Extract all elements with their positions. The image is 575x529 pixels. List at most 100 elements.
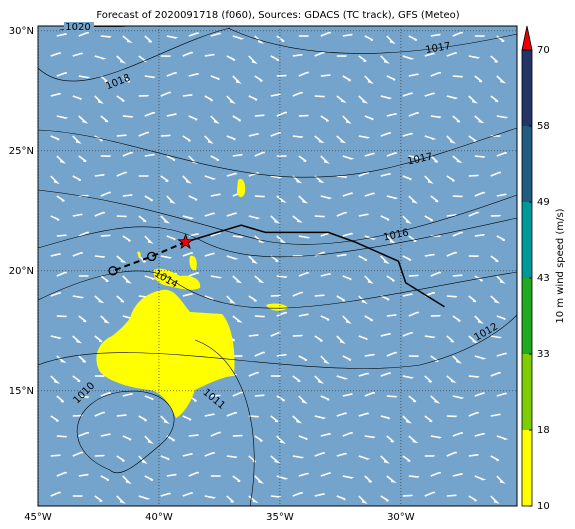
wind-barb xyxy=(160,492,171,497)
wind-barb xyxy=(166,71,177,77)
wind-barb xyxy=(72,375,81,383)
wind-barb xyxy=(342,355,352,361)
wind-barb xyxy=(226,95,236,104)
wind-barb xyxy=(138,175,149,177)
wind-barb xyxy=(226,255,239,260)
wind-barb xyxy=(336,55,347,57)
wind-barb xyxy=(424,52,435,57)
wind-barb xyxy=(342,315,352,324)
wind-barb xyxy=(248,255,258,264)
wind-barb xyxy=(122,392,133,397)
wind-barb xyxy=(72,451,83,457)
wind-barb xyxy=(320,355,330,365)
wind-barb xyxy=(270,55,280,61)
wind-barb xyxy=(78,355,87,363)
wind-barb xyxy=(496,435,509,440)
wind-barb xyxy=(446,295,458,298)
wind-barb xyxy=(116,455,125,462)
wind-barb xyxy=(474,275,483,282)
wind-barb xyxy=(408,195,418,204)
wind-barb xyxy=(358,135,371,139)
wind-barb xyxy=(210,32,221,37)
wind-barb xyxy=(446,494,457,497)
wind-barb xyxy=(100,275,109,282)
wind-barb xyxy=(210,115,220,124)
wind-barb xyxy=(188,115,198,121)
colorbar-tick-label: 10 xyxy=(537,501,550,512)
wind-barb xyxy=(138,215,147,223)
wind-barb xyxy=(160,455,170,461)
blob xyxy=(266,303,288,311)
wind-barb xyxy=(276,155,287,157)
wind-barb xyxy=(116,134,127,137)
y-tick-label: 20°N xyxy=(9,266,34,277)
wind-barb xyxy=(424,375,433,383)
wind-barb xyxy=(50,92,61,97)
wind-barb xyxy=(56,33,67,37)
wind-barb xyxy=(298,155,307,162)
wind-barb xyxy=(298,472,309,477)
wind-barb xyxy=(408,274,419,277)
wind-barb xyxy=(248,55,258,65)
wind-barb xyxy=(182,51,193,57)
wind-barb xyxy=(138,94,149,97)
wind-barb xyxy=(254,275,265,284)
wind-barb xyxy=(446,135,456,144)
wind-barb xyxy=(408,155,421,159)
wind-barb xyxy=(474,155,486,159)
colorbar-segment xyxy=(522,278,532,354)
wind-barb xyxy=(452,355,463,364)
wind-barb xyxy=(116,414,127,417)
wind-barb xyxy=(50,253,61,257)
wind-barb xyxy=(474,35,485,37)
wind-barb xyxy=(298,355,308,361)
wind-barb xyxy=(358,495,368,504)
wind-barb xyxy=(474,315,484,324)
wind-barb xyxy=(292,215,303,223)
wind-barb xyxy=(94,375,105,377)
colorbar-tick-label: 43 xyxy=(537,273,550,284)
wind-barb xyxy=(380,415,390,420)
wind-barb xyxy=(72,251,83,257)
wind-barb xyxy=(320,315,330,321)
wind-barb xyxy=(402,175,412,181)
wind-barb xyxy=(122,194,133,197)
wind-barb xyxy=(276,195,287,203)
wind-barb xyxy=(320,273,331,277)
colorbar-tick-label: 18 xyxy=(537,425,550,436)
wind-barb xyxy=(100,35,112,38)
wind-barb xyxy=(468,211,479,217)
wind-barb xyxy=(320,31,331,37)
wind-barb xyxy=(380,55,390,64)
wind-barb xyxy=(138,415,147,422)
wind-barb xyxy=(490,495,500,504)
wind-barb xyxy=(468,495,477,502)
wind-barb xyxy=(94,173,105,177)
wind-barb xyxy=(490,55,499,63)
wind-barb xyxy=(408,395,417,403)
wind-barb xyxy=(94,135,103,142)
x-tick-label: 45°W xyxy=(24,512,52,523)
wind-barb xyxy=(342,75,351,82)
wind-barb xyxy=(446,95,459,100)
isobar xyxy=(37,189,518,245)
wind-barb xyxy=(402,293,413,297)
wind-barb xyxy=(210,475,221,477)
wind-barb xyxy=(270,415,279,423)
wind-barb xyxy=(358,55,367,62)
wind-barb xyxy=(144,195,153,202)
wind-barb xyxy=(50,175,60,185)
wind-barb xyxy=(342,475,355,479)
wind-barb xyxy=(94,255,106,259)
wind-barb xyxy=(358,455,371,460)
wind-barb xyxy=(490,371,501,377)
wind-barb xyxy=(226,495,235,503)
wind-barb xyxy=(166,155,176,161)
wind-barb xyxy=(380,372,391,377)
wind-barb xyxy=(386,75,396,81)
wind-barb xyxy=(364,275,374,284)
wind-barb xyxy=(160,175,169,182)
wind-barb xyxy=(248,133,259,137)
wind-barb xyxy=(204,295,214,301)
